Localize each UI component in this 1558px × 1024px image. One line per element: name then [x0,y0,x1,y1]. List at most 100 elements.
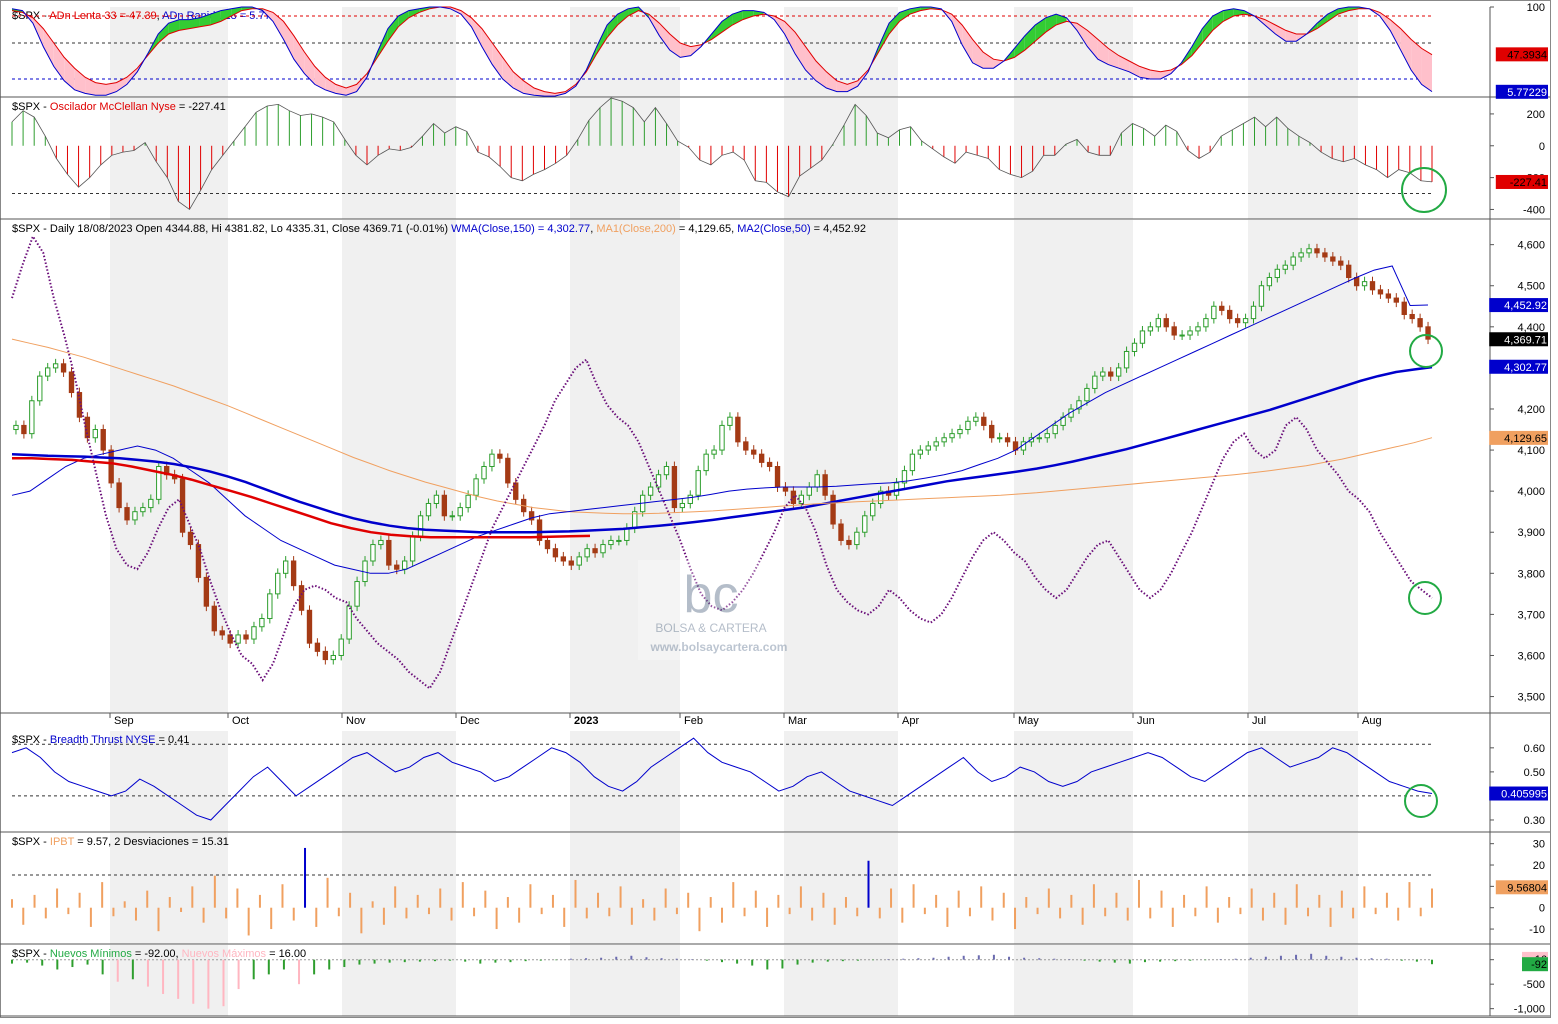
month-band [1248,945,1358,1016]
candle-body [1115,367,1122,377]
candle-body [600,544,606,554]
adn-fill-segment [74,68,86,94]
adn-fill-segment [1129,61,1140,78]
adn-fill-segment [293,35,305,74]
candle-body [505,457,511,484]
candle-body [124,507,130,521]
candle-body [1203,318,1209,328]
candle-body [981,416,987,426]
candle-body [1369,281,1376,291]
tick-label: 3,900 [1517,527,1545,539]
value-tag-label: 0.405995 [1501,789,1547,801]
highlight-circle [1404,784,1438,818]
adn-fill-segment [387,16,399,42]
candle-body [1227,309,1233,320]
candle-body [1052,424,1058,435]
adn-fill-segment [784,21,796,54]
value-tag-box [1489,332,1548,347]
adn-fill-segment [815,61,827,88]
adn-fill-segment [1160,70,1171,79]
candle-body [957,429,963,435]
candle-body [1163,318,1169,328]
adn-fill-segment [325,77,336,94]
candle-body [996,437,1003,440]
value-tag: 4,302.77 [1489,359,1548,374]
candle-body [1282,264,1288,270]
candle-body [179,478,186,533]
adn-fill-segment [314,66,326,90]
header-segment: Nuevos Mínimos [50,948,132,960]
adn-fill-segment [1390,19,1401,51]
month-band [570,731,680,832]
month-label: Mar [788,715,807,727]
candle-body [1250,305,1257,320]
candle-body [37,375,43,402]
candle-body [513,482,519,500]
header-segment: = 0.41 [155,734,189,746]
value-tag-box [1522,957,1548,972]
candle-body [647,486,654,496]
moving-average-line [11,265,1429,574]
moving-average-line [12,457,591,539]
candle-body [1234,318,1241,324]
candle-body [330,654,336,661]
tick-label: -10 [1529,924,1545,936]
month-band [110,731,228,832]
header-segment: $SPX - [12,948,50,960]
header-segment: , [157,10,163,22]
adn-fill-segment [481,28,493,65]
candle-body [735,416,741,443]
adn-fill-segment [711,21,722,40]
candle-body [306,609,313,644]
candle-body [402,560,408,570]
adn-fill-segment [1097,39,1109,65]
candle-body [616,539,622,542]
candle-body [877,490,884,504]
candle-body [941,437,947,443]
candle-body [386,539,392,566]
month-band [784,833,898,944]
month-label: May [1018,715,1039,727]
header-segment: $SPX - [12,734,50,746]
candle-body [1108,371,1114,377]
candle-body [1330,256,1336,262]
candle-body [1100,371,1106,377]
month-label: Sep [114,715,134,727]
panel-header-ipbt: $SPX - IPBT = 9.57, 2 Desviaciones = 15.… [12,836,229,848]
adn-fill-segment [1212,10,1224,31]
tick-label: 4,600 [1517,240,1545,252]
adn-fill-segment [680,43,691,58]
adn-fill-segment [1108,48,1119,69]
month-label: Jun [1137,715,1155,727]
candle-body [1195,326,1201,332]
adn-fill-segment [1421,48,1432,92]
tick-label: 0 [1539,141,1545,153]
candle-body [608,539,614,546]
candle-body [1274,268,1280,279]
adn-fill-segment [523,80,535,96]
candle-body [354,581,360,607]
month-band [784,945,898,1016]
candle-body [409,535,416,562]
candle-body [108,449,114,484]
header-segment: = 16.00 [266,948,306,960]
candle-body [743,441,749,451]
adn-fill-segment [878,23,890,52]
month-band [784,220,898,713]
candle-body [909,453,916,472]
tick-label: 30 [1533,839,1545,851]
dotted-overlay-line [11,234,1433,690]
panel-header-nuevosminimos: $SPX - Nuevos Mínimos = -92.00, Nuevos M… [12,948,306,960]
tick-label: 0.50 [1524,767,1545,779]
value-tag-label: -227.41 [1510,177,1547,189]
candle-body [203,576,210,607]
tick-label: 4,400 [1517,322,1545,334]
candle-body [806,486,812,496]
value-tag-label: 47.3934 [1507,49,1547,61]
panel-header-price: $SPX - Daily 18/08/2023 Open 4344.88, Hi… [12,223,866,235]
adn-fill-segment [471,17,482,47]
candle-body [901,470,908,484]
adn-fill-segment [1202,16,1213,43]
adn-fill-segment [346,84,357,96]
